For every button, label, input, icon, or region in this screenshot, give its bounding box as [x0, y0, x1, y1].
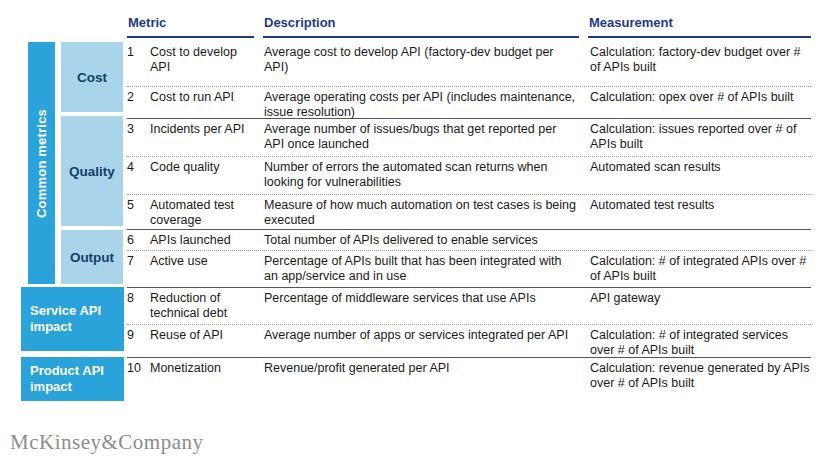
- table-row: 2 Cost to run API Average operating cost…: [127, 86, 811, 118]
- measurement-cell: Calculation: # of integrated services ov…: [590, 325, 811, 358]
- metric-cell: Monetization: [150, 358, 264, 376]
- description-cell: Measure of how much automation on test c…: [264, 195, 590, 228]
- impact-box-product-api: Product API impact: [21, 357, 124, 401]
- category-box-quality: Quality: [61, 116, 123, 226]
- impact-label: Product API impact: [30, 363, 118, 395]
- description-cell: Average number of issues/bugs that get r…: [264, 119, 590, 152]
- category-box-output: Output: [61, 230, 123, 284]
- table-row: 4 Code quality Number of errors the auto…: [127, 156, 811, 194]
- impact-label: Service API impact: [30, 303, 118, 335]
- metric-cell: Active use: [150, 251, 264, 269]
- description-cell: Average cost to develop API (factory-dev…: [264, 42, 590, 75]
- category-label: Cost: [77, 70, 107, 85]
- column-header-description: Description: [264, 15, 336, 30]
- column-header-metric: Metric: [128, 15, 166, 30]
- category-label: Output: [70, 250, 114, 265]
- row-number: 6: [127, 230, 150, 248]
- row-number: 4: [127, 157, 150, 175]
- measurement-header-rule: [588, 36, 811, 38]
- metric-cell: Automated test coverage: [150, 195, 264, 228]
- description-header-rule: [263, 36, 579, 38]
- metric-cell: Reuse of API: [150, 325, 264, 343]
- measurement-cell: [590, 230, 811, 233]
- metrics-table: 1 Cost to develop API Average cost to de…: [127, 42, 811, 401]
- description-cell: Revenue/profit generated per API: [264, 358, 590, 376]
- common-metrics-label: Common metrics: [34, 109, 49, 218]
- table-row: 3 Incidents per API Average number of is…: [127, 118, 811, 156]
- measurement-cell: Automated scan results: [590, 157, 811, 175]
- metric-cell: Cost to develop API: [150, 42, 264, 75]
- exhibit-slide: Metric Description Measurement Common me…: [0, 0, 819, 461]
- metric-cell: Cost to run API: [150, 87, 264, 105]
- table-row: 7 Active use Percentage of APIs built th…: [127, 250, 811, 287]
- description-cell: Average number of apps or services integ…: [264, 325, 590, 343]
- table-row: 8 Reduction of technical debt Percentage…: [127, 287, 811, 324]
- table-row: 6 APIs launched Total number of APIs del…: [127, 229, 811, 250]
- measurement-cell: API gateway: [590, 288, 811, 306]
- description-cell: Total number of APIs delivered to enable…: [264, 230, 590, 248]
- measurement-cell: Calculation: issues reported over # of A…: [590, 119, 811, 152]
- impact-box-service-api: Service API impact: [21, 287, 124, 351]
- measurement-cell: Calculation: factory-dev budget over # o…: [590, 42, 811, 75]
- description-cell: Percentage of middleware services that u…: [264, 288, 590, 306]
- measurement-cell: Calculation: # of integrated APIs over #…: [590, 251, 811, 284]
- row-number: 5: [127, 195, 150, 213]
- row-number: 8: [127, 288, 150, 306]
- metric-cell: APIs launched: [150, 230, 264, 248]
- category-box-cost: Cost: [61, 42, 123, 112]
- row-number: 3: [127, 119, 150, 137]
- table-row: 1 Cost to develop API Average cost to de…: [127, 42, 811, 86]
- description-cell: Number of errors the automated scan retu…: [264, 157, 590, 190]
- description-cell: Percentage of APIs built that has been i…: [264, 251, 590, 284]
- table-row: 9 Reuse of API Average number of apps or…: [127, 324, 811, 357]
- row-number: 10: [127, 358, 150, 376]
- column-header-measurement: Measurement: [589, 15, 673, 30]
- common-metrics-band: Common metrics: [28, 42, 55, 284]
- description-cell: Average operating costs per API (include…: [264, 87, 590, 120]
- measurement-cell: Calculation: opex over # of APIs built: [590, 87, 811, 105]
- metric-header-rule: [127, 36, 254, 38]
- category-label: Quality: [69, 164, 115, 179]
- measurement-cell: Calculation: revenue generated by APIs o…: [590, 358, 811, 391]
- measurement-cell: Automated test results: [590, 195, 811, 213]
- metric-cell: Code quality: [150, 157, 264, 175]
- row-number: 7: [127, 251, 150, 269]
- row-number: 9: [127, 325, 150, 343]
- metric-cell: Reduction of technical debt: [150, 288, 264, 321]
- metric-cell: Incidents per API: [150, 119, 264, 137]
- table-row: 10 Monetization Revenue/profit generated…: [127, 357, 811, 401]
- row-number: 1: [127, 42, 150, 60]
- mckinsey-logo: McKinsey&Company: [10, 430, 203, 455]
- row-number: 2: [127, 87, 150, 105]
- table-row: 5 Automated test coverage Measure of how…: [127, 194, 811, 229]
